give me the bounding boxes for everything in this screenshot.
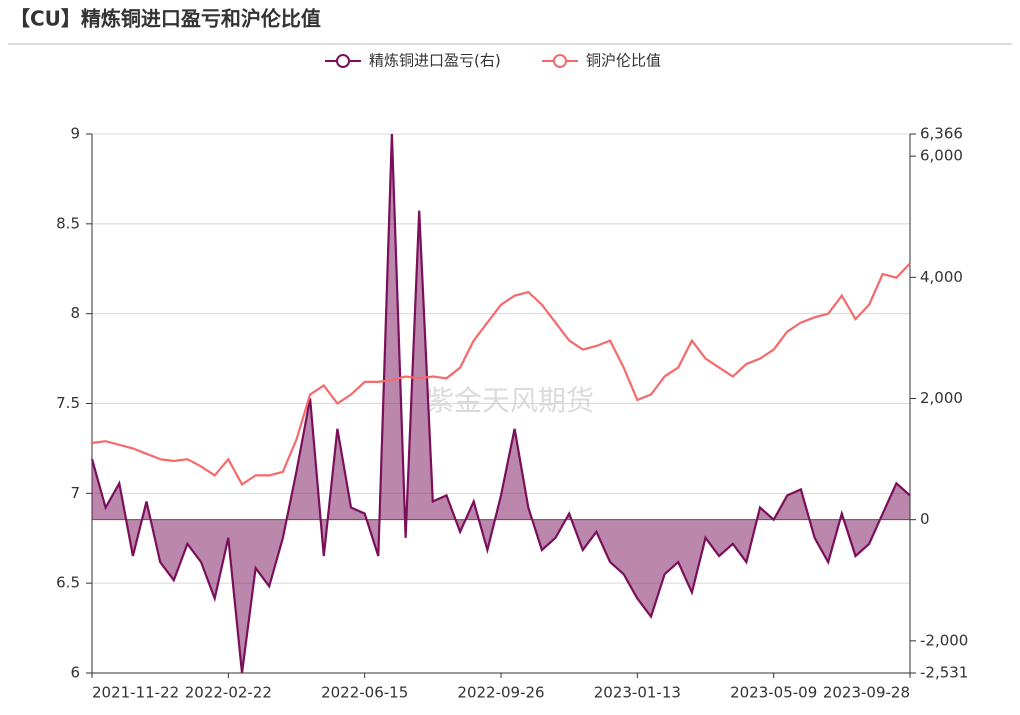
legend-marker [336,54,350,68]
legend-label: 精炼铜进口盈亏(右) [369,52,501,70]
x-tick-label: 2023-01-13 [594,684,681,702]
y-tick-label: 7 [70,484,80,502]
y2-tick-label: 4,000 [920,268,963,286]
y-tick-label: 7.5 [56,394,80,412]
y-tick-label: 9 [70,125,80,143]
y-tick-label: 8 [70,304,80,322]
legend-marker [553,54,567,68]
x-tick-label: 2023-09-28 [823,684,910,702]
y2-tick-label: -2,000 [920,631,968,649]
y2-tick-label: 6,000 [920,147,963,165]
y2-tick-label: 6,366 [920,125,963,143]
y-tick-label: 6 [70,664,80,682]
y2-tick-label: 2,000 [920,389,963,407]
watermark: 紫金天风期货 [426,384,594,417]
y-tick-label: 8.5 [56,214,80,232]
x-tick-label: 2021-11-22 [92,684,179,702]
x-tick-label: 2022-06-15 [321,684,408,702]
x-tick-label: 2022-09-26 [457,684,544,702]
legend-label: 铜沪伦比值 [586,52,661,70]
y2-tick-label: 0 [920,510,930,528]
x-tick-label: 2022-02-22 [185,684,272,702]
series-line [91,262,911,486]
x-tick-label: 2023-05-09 [730,684,817,702]
y-tick-label: 6.5 [56,574,80,592]
chart-title: 【CU】精炼铜进口盈亏和沪伦比值 [10,7,321,31]
y2-tick-label: -2,531 [920,664,968,682]
series-line [90,133,911,674]
